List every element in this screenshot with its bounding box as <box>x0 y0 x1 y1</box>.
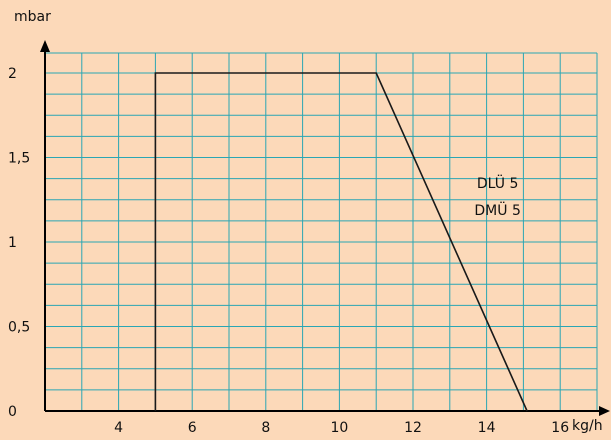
y-axis-arrow-icon <box>40 40 50 52</box>
y-tick-label: 1,5 <box>8 151 30 167</box>
y-axis-label: mbar <box>14 9 51 25</box>
x-tick-label: 8 <box>261 420 270 436</box>
grid <box>44 52 598 412</box>
annotation-label: DLÜ 5 <box>477 174 519 192</box>
annotation-label: DMÜ 5 <box>474 201 520 219</box>
y-tick-label: 2 <box>8 66 17 82</box>
series-layer <box>154 72 528 412</box>
x-tick-label: 6 <box>188 420 197 436</box>
series-line <box>154 72 528 412</box>
x-tick-label: 14 <box>478 420 496 436</box>
x-tick-label: 4 <box>114 420 123 436</box>
x-axis-arrow-icon <box>599 406 610 416</box>
x-tick-label: 10 <box>330 420 348 436</box>
y-tick-label: 1 <box>8 235 17 251</box>
axes <box>40 40 610 416</box>
tick-labels: 4 6 8 10 12 14 16 0 0,5 1 1,5 2 <box>8 66 569 436</box>
annotations: DLÜ 5 DMÜ 5 <box>474 174 520 219</box>
x-axis-label: kg/h <box>572 418 603 434</box>
x-tick-label: 12 <box>404 420 422 436</box>
x-tick-label: 16 <box>551 420 569 436</box>
y-tick-label: 0 <box>8 404 17 420</box>
y-tick-label: 0,5 <box>8 320 30 336</box>
